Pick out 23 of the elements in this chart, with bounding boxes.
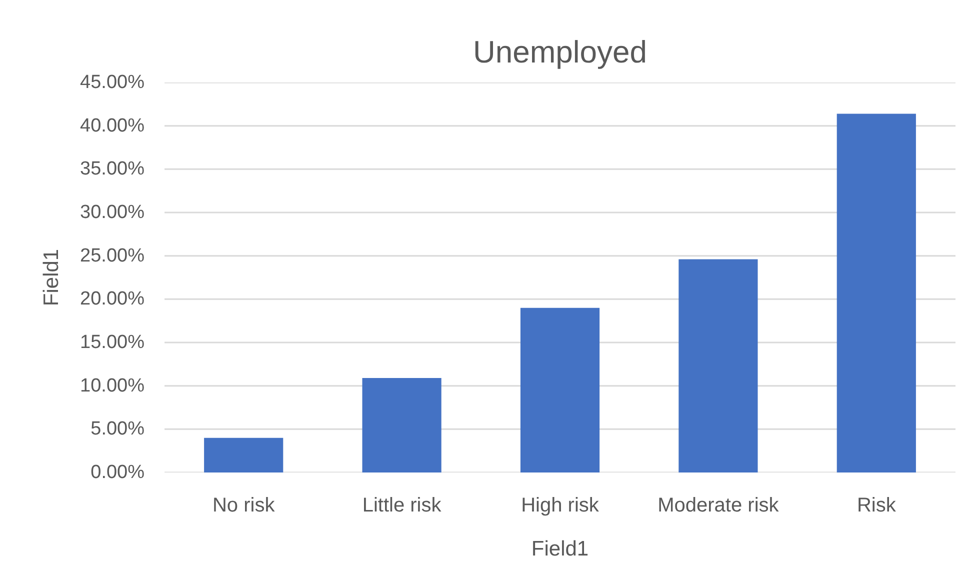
y-tick-label: 45.00% [80,72,145,93]
bar [836,114,916,472]
y-tick-label: 40.00% [80,115,145,136]
y-tick-label: 15.00% [80,332,145,353]
x-tick-label: Little risk [362,494,442,516]
x-tick-label: No risk [212,494,276,516]
bar [362,378,442,472]
y-tick-label: 5.00% [90,418,145,440]
y-tick-label: 0.00% [90,462,145,483]
x-tick-label: High risk [521,494,600,516]
y-tick-label: 10.00% [80,375,145,396]
x-tick-label: Moderate risk [658,494,780,516]
bar [678,259,758,472]
y-tick-label: 25.00% [80,245,145,266]
y-tick-label: 35.00% [80,158,145,180]
y-tick-label: 20.00% [80,288,145,310]
chart-title: Unemployed [472,34,648,70]
bar [204,438,284,472]
x-tick-label: Risk [856,494,897,516]
y-axis-title: Field1 [40,248,64,306]
bar [520,308,600,472]
x-axis-title: Field1 [531,538,589,560]
y-tick-label: 30.00% [80,202,145,223]
